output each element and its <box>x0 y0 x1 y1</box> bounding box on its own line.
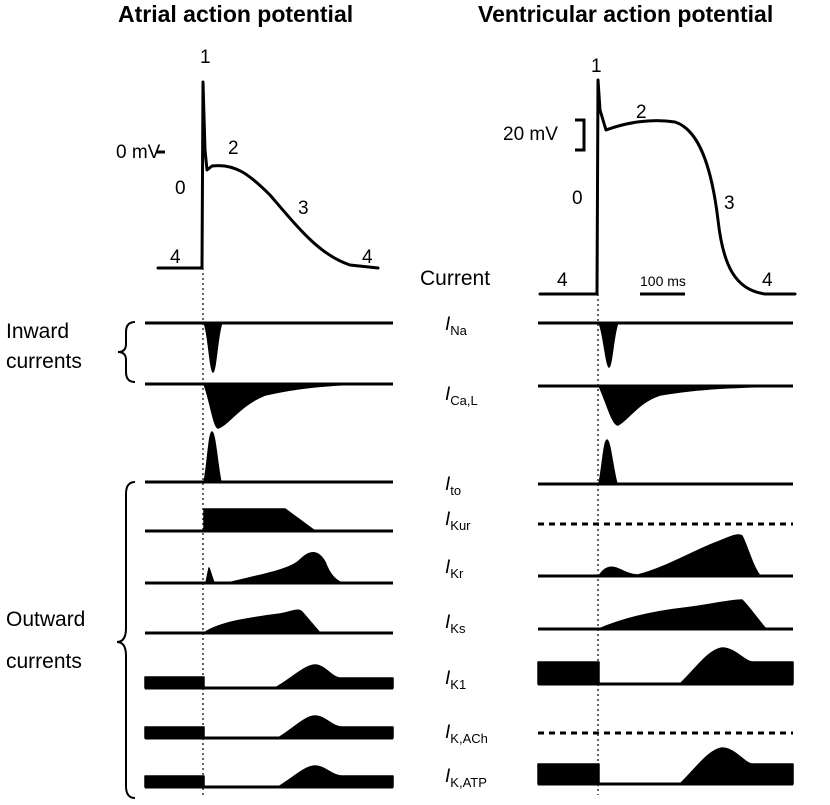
ventricular-phase-3: 3 <box>724 193 735 214</box>
ventricular-ito-waveform <box>598 439 618 485</box>
svg-text:ICa,L: ICa,L <box>445 384 478 408</box>
current-label-kur: IKur <box>445 509 471 533</box>
svg-text:Ito: Ito <box>445 474 461 498</box>
current-label-k1: IK1 <box>445 668 466 692</box>
atrial-ikr-waveform <box>205 552 343 584</box>
zero-mv-label: 0 mV <box>116 142 161 163</box>
atrial-ina-waveform <box>203 322 223 373</box>
outward-brace <box>116 481 136 799</box>
atrial-phase-4-left: 4 <box>170 247 181 268</box>
ventricular-phase-2: 2 <box>636 102 647 123</box>
twenty-mv-label: 20 mV <box>503 124 558 145</box>
atrial-ito-waveform <box>203 431 222 483</box>
inward-label-line2: currents <box>6 350 82 373</box>
atrial-iks-waveform <box>203 609 321 634</box>
inward-brace <box>117 321 136 383</box>
ventricular-iks-waveform <box>598 599 767 630</box>
outward-label-line2: currents <box>6 650 82 673</box>
atrial-ik1-waveform <box>144 664 394 689</box>
current-label-katp: IK,ATP <box>445 766 487 790</box>
twenty-mv-scale-bar <box>575 118 586 152</box>
ventricular-ical-waveform <box>598 385 781 426</box>
svg-text:IK,ATP: IK,ATP <box>445 766 487 790</box>
atrial-current-traces <box>144 321 394 789</box>
atrial-title: Atrial action potential <box>118 1 353 27</box>
ventricular-ap-trace <box>538 78 797 296</box>
current-label-ks: IKs <box>445 612 466 636</box>
ventricular-ikatp-waveform <box>537 747 794 785</box>
svg-text:IKs: IKs <box>445 612 466 636</box>
current-label-kr: IKr <box>445 557 464 581</box>
svg-text:IK,ACh: IK,ACh <box>445 722 488 746</box>
ventricular-title: Ventricular action potential <box>478 1 773 27</box>
atrial-phase-0: 0 <box>175 178 186 199</box>
atrial-phase-1: 1 <box>200 47 211 68</box>
ventricular-phase-4-right: 4 <box>762 270 773 291</box>
ventricular-phase-0: 0 <box>572 188 583 209</box>
ventricular-ina-waveform <box>598 322 619 368</box>
inward-label-line1: Inward <box>6 320 69 343</box>
atrial-ical-waveform <box>203 383 361 429</box>
current-label-cal: ICa,L <box>445 384 478 408</box>
ventricular-current-traces <box>537 321 794 786</box>
current-label-kach: IK,ACh <box>445 722 488 746</box>
atrial-phase-3: 3 <box>298 198 309 219</box>
atrial-phase-4-right: 4 <box>362 247 373 268</box>
atrial-ap-trace <box>156 80 380 270</box>
current-header: Current <box>420 267 490 290</box>
ventricular-phase-1: 1 <box>591 56 602 77</box>
atrial-phase-2: 2 <box>228 138 239 159</box>
atrial-ikatp-waveform <box>144 765 394 788</box>
ventricular-phase-4-left: 4 <box>557 270 568 291</box>
ventricular-ikr-waveform <box>598 534 761 577</box>
time-scale-label: 100 ms <box>640 273 686 289</box>
ventricular-ik1-waveform <box>537 647 794 685</box>
svg-text:IK1: IK1 <box>445 668 466 692</box>
current-label-to: Ito <box>445 474 461 498</box>
svg-text:INa: INa <box>445 314 468 338</box>
atrial-ikur-waveform <box>203 508 316 532</box>
svg-text:IKr: IKr <box>445 557 464 581</box>
svg-text:IKur: IKur <box>445 509 471 533</box>
outward-label-line1: Outward <box>6 608 85 631</box>
current-label-na: INa <box>445 314 468 338</box>
atrial-ikach-waveform <box>144 715 394 739</box>
